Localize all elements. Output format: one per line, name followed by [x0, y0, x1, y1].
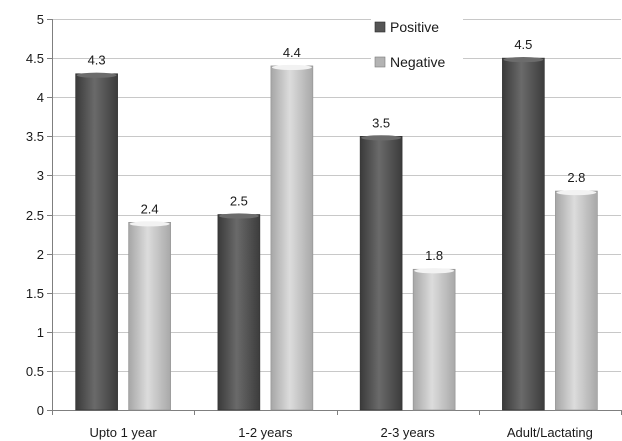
bar-top-highlight-positive-1 — [218, 213, 259, 219]
data-label-positive-0: 4.3 — [88, 53, 106, 68]
y-tick-label-9: 4.5 — [26, 51, 44, 66]
legend-background — [371, 13, 463, 71]
x-tick-label-2: 2-3 years — [381, 425, 436, 440]
legend-label-positive: Positive — [390, 19, 439, 35]
bar-top-highlight-negative-0 — [129, 221, 170, 227]
data-label-negative-1: 4.4 — [283, 45, 301, 60]
y-tick-label-10: 5 — [37, 12, 44, 27]
data-label-positive-3: 4.5 — [514, 37, 532, 52]
data-labels: 4.3 2.5 3.5 4.5 2.4 4.4 1.8 2.8 — [88, 37, 586, 263]
data-label-negative-0: 2.4 — [141, 201, 159, 216]
bar-top-highlight-positive-2 — [361, 135, 402, 141]
bar-top-highlight-positive-0 — [76, 72, 117, 78]
x-tick-label-3: Adult/Lactating — [507, 425, 593, 440]
data-label-positive-1: 2.5 — [230, 194, 248, 209]
y-tick-label-5: 2.5 — [26, 208, 44, 223]
data-label-negative-2: 1.8 — [425, 248, 443, 263]
bar-top-highlight-negative-3 — [556, 189, 597, 196]
bar-negative-0 — [128, 222, 171, 411]
bar-negative-3 — [555, 190, 598, 411]
y-tick-label-6: 3 — [37, 168, 44, 183]
y-tick-label-1: 0.5 — [26, 364, 44, 379]
data-label-positive-2: 3.5 — [372, 115, 390, 130]
bar-negative-2 — [412, 268, 456, 411]
bar-top-highlight-negative-1 — [271, 64, 312, 71]
y-tick-label-2: 1 — [37, 325, 44, 340]
data-label-negative-3: 2.8 — [567, 170, 585, 185]
bar-top-highlight-negative-2 — [414, 268, 455, 274]
y-tick-label-0: 0 — [37, 403, 44, 418]
x-tick-label-0: Upto 1 year — [90, 425, 158, 440]
axes: 0 0.5 1 1.5 2 2.5 3 3.5 4 4.5 5 Upto 1 year 1-2 year… — [26, 12, 622, 440]
bar-positive-0 — [75, 73, 118, 411]
y-tick-label-3: 1.5 — [26, 286, 44, 301]
bar-positive-1 — [217, 214, 261, 411]
y-tick-label-8: 4 — [37, 90, 44, 105]
bar-positive-2 — [359, 136, 403, 411]
y-tick-label-4: 2 — [37, 247, 44, 262]
bar-top-highlight-positive-3 — [503, 57, 544, 63]
legend-swatch-negative — [374, 56, 386, 68]
legend: Positive Negative — [371, 13, 463, 71]
x-tick-label-1: 1-2 years — [238, 425, 293, 440]
y-tick-label-7: 3.5 — [26, 129, 44, 144]
legend-swatch-positive — [374, 21, 386, 33]
bar-negative-1 — [270, 65, 314, 411]
legend-label-negative: Negative — [390, 54, 445, 70]
bar-positive-3 — [502, 57, 545, 411]
bars — [75, 57, 598, 411]
